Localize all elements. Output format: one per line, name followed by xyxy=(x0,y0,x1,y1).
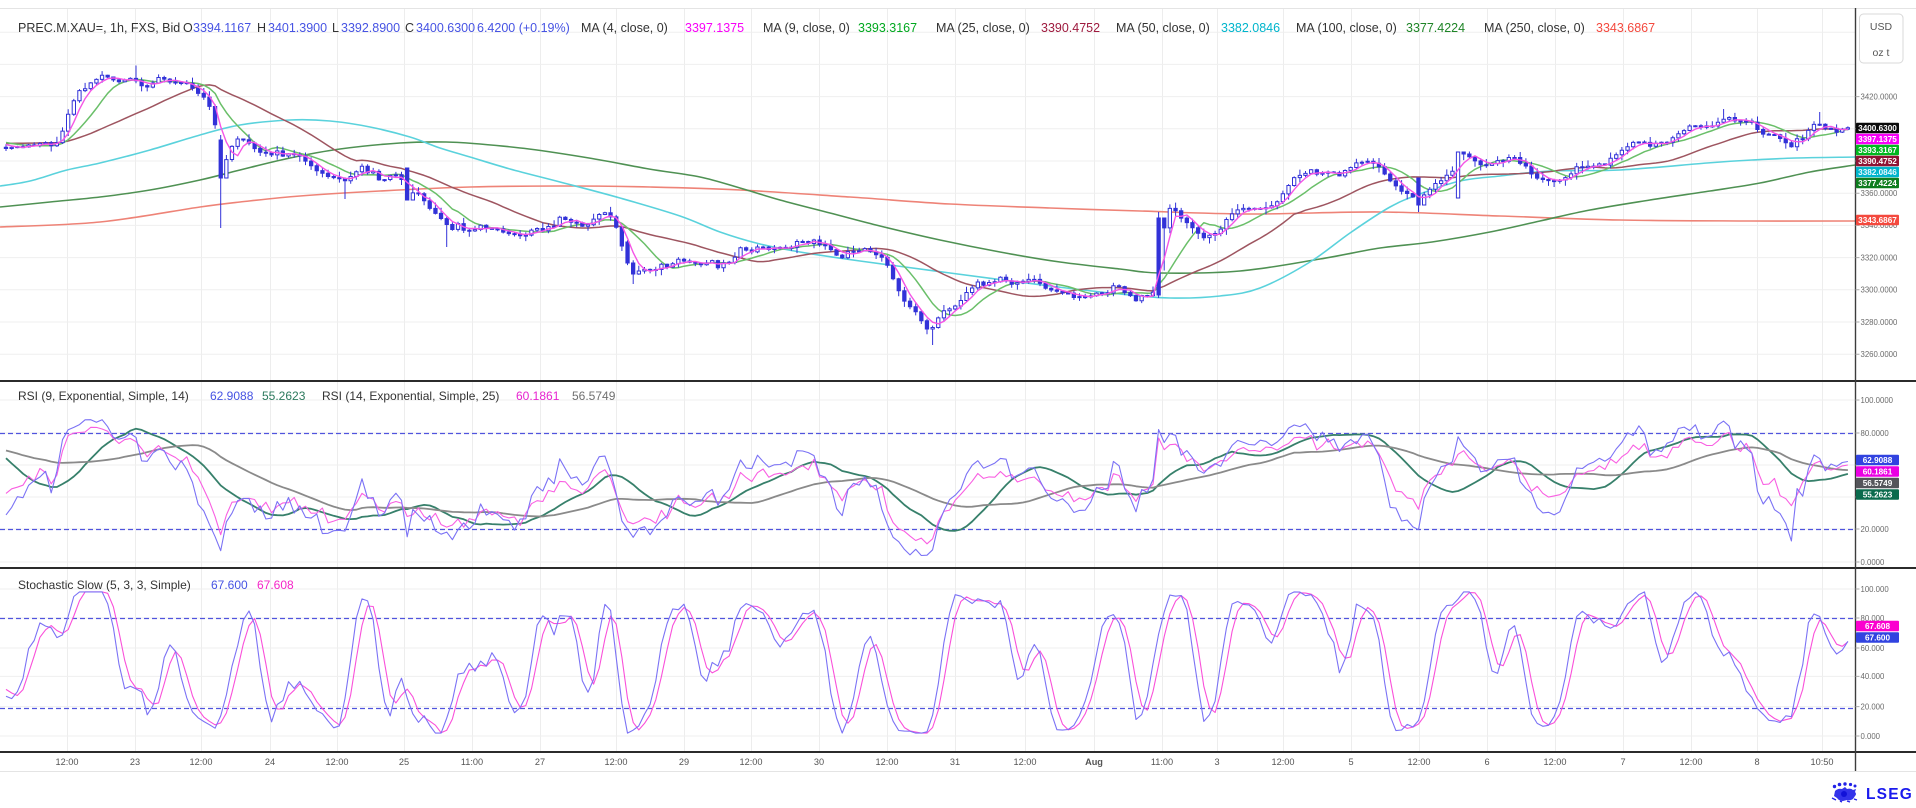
svg-text:3360.0000: 3360.0000 xyxy=(1861,189,1899,198)
svg-text:3: 3 xyxy=(1214,757,1219,767)
svg-text:100.0000: 100.0000 xyxy=(1861,396,1894,405)
svg-text:12:00: 12:00 xyxy=(326,757,349,767)
svg-text:67.600: 67.600 xyxy=(1865,634,1890,643)
svg-text:Aug: Aug xyxy=(1085,757,1103,767)
svg-text:12:00: 12:00 xyxy=(605,757,628,767)
svg-text:12:00: 12:00 xyxy=(1272,757,1295,767)
svg-text:MA (250, close, 0): MA (250, close, 0) xyxy=(1484,21,1585,35)
svg-text:31: 31 xyxy=(950,757,960,767)
svg-text:3260.0000: 3260.0000 xyxy=(1861,350,1899,359)
svg-text:3390.4752: 3390.4752 xyxy=(1041,21,1100,35)
svg-text:12:00: 12:00 xyxy=(1680,757,1703,767)
svg-text:40.000: 40.000 xyxy=(1861,672,1886,681)
svg-text:3300.0000: 3300.0000 xyxy=(1861,286,1899,295)
svg-text:12:00: 12:00 xyxy=(740,757,763,767)
svg-text:3397.1375: 3397.1375 xyxy=(685,21,744,35)
svg-text:H: H xyxy=(257,21,266,35)
svg-text:23: 23 xyxy=(130,757,140,767)
svg-text:3397.1375: 3397.1375 xyxy=(1858,135,1897,144)
svg-text:oz t: oz t xyxy=(1873,47,1890,59)
svg-text:62.9088: 62.9088 xyxy=(1863,456,1893,465)
svg-text:11:00: 11:00 xyxy=(1151,757,1173,767)
svg-text:3377.4224: 3377.4224 xyxy=(1406,21,1465,35)
svg-text:3400.6300: 3400.6300 xyxy=(1858,124,1897,133)
svg-text:56.5749: 56.5749 xyxy=(572,389,616,403)
svg-text:MA (4, close, 0): MA (4, close, 0) xyxy=(581,21,668,35)
svg-text:3280.0000: 3280.0000 xyxy=(1861,318,1899,327)
svg-text:12:00: 12:00 xyxy=(1408,757,1431,767)
svg-text:3382.0846: 3382.0846 xyxy=(1221,21,1280,35)
svg-text:24: 24 xyxy=(265,757,275,767)
svg-text:12:00: 12:00 xyxy=(190,757,213,767)
svg-text:3382.0846: 3382.0846 xyxy=(1858,168,1897,177)
svg-text:80.000: 80.000 xyxy=(1861,614,1886,623)
svg-text:Stochastic Slow (5, 3, 3, Simp: Stochastic Slow (5, 3, 3, Simple) xyxy=(18,578,191,592)
svg-text:12:00: 12:00 xyxy=(876,757,899,767)
svg-text:3340.0000: 3340.0000 xyxy=(1861,221,1899,230)
svg-text:7: 7 xyxy=(1620,757,1625,767)
svg-text:3343.6867: 3343.6867 xyxy=(1858,216,1897,225)
svg-text:25: 25 xyxy=(399,757,409,767)
svg-text:20.000: 20.000 xyxy=(1861,702,1886,711)
svg-text:80.0000: 80.0000 xyxy=(1861,429,1890,438)
svg-text:55.2623: 55.2623 xyxy=(262,389,306,403)
svg-text:56.5749: 56.5749 xyxy=(1863,479,1893,488)
svg-text:60.000: 60.000 xyxy=(1861,644,1886,653)
svg-text:3320.0000: 3320.0000 xyxy=(1861,253,1899,262)
svg-text:3394.1167: 3394.1167 xyxy=(193,21,251,35)
svg-text:L: L xyxy=(332,21,339,35)
svg-text:60.1861: 60.1861 xyxy=(1863,468,1893,477)
svg-text:RSI (14, Exponential, Simple,: RSI (14, Exponential, Simple, 25) xyxy=(322,389,499,403)
svg-text:60.1861: 60.1861 xyxy=(516,389,560,403)
svg-text:C: C xyxy=(405,21,414,35)
svg-text:100.000: 100.000 xyxy=(1861,585,1890,594)
svg-text:6.4200 (+0.19%): 6.4200 (+0.19%) xyxy=(477,21,570,35)
svg-text:67.608: 67.608 xyxy=(1865,622,1890,631)
svg-text:6: 6 xyxy=(1484,757,1489,767)
svg-text:MA (100, close, 0): MA (100, close, 0) xyxy=(1296,21,1397,35)
svg-text:8: 8 xyxy=(1754,757,1759,767)
svg-text:USD: USD xyxy=(1870,21,1893,33)
svg-text:12:00: 12:00 xyxy=(1544,757,1567,767)
svg-text:12:00: 12:00 xyxy=(1014,757,1037,767)
svg-text:LSEG: LSEG xyxy=(1866,786,1913,803)
svg-text:3420.0000: 3420.0000 xyxy=(1861,92,1899,101)
svg-text:27: 27 xyxy=(535,757,545,767)
svg-text:55.2623: 55.2623 xyxy=(1863,491,1893,500)
svg-text:0.0000: 0.0000 xyxy=(1861,558,1886,567)
svg-text:PREC.M.XAU=, 1h, FXS, Bid: PREC.M.XAU=, 1h, FXS, Bid xyxy=(18,21,180,35)
svg-text:30: 30 xyxy=(814,757,824,767)
svg-text:0.000: 0.000 xyxy=(1861,732,1881,741)
svg-text:MA (9, close, 0): MA (9, close, 0) xyxy=(763,21,850,35)
svg-text:20.0000: 20.0000 xyxy=(1861,525,1890,534)
svg-text:3400.6300: 3400.6300 xyxy=(416,21,475,35)
svg-text:3377.4224: 3377.4224 xyxy=(1858,179,1897,188)
svg-text:67.608: 67.608 xyxy=(257,578,294,592)
svg-text:3343.6867: 3343.6867 xyxy=(1596,21,1655,35)
svg-text:5: 5 xyxy=(1348,757,1353,767)
svg-text:12:00: 12:00 xyxy=(56,757,79,767)
svg-text:11:00: 11:00 xyxy=(461,757,483,767)
svg-text:3393.3167: 3393.3167 xyxy=(1858,146,1897,155)
svg-text:10:50: 10:50 xyxy=(1811,757,1834,767)
svg-text:29: 29 xyxy=(679,757,689,767)
svg-text:MA (25, close, 0): MA (25, close, 0) xyxy=(936,21,1030,35)
svg-text:O: O xyxy=(183,21,193,35)
svg-text:62.9088: 62.9088 xyxy=(210,389,254,403)
svg-text:3390.4752: 3390.4752 xyxy=(1858,157,1897,166)
svg-text:3401.3900: 3401.3900 xyxy=(268,21,327,35)
svg-text:3392.8900: 3392.8900 xyxy=(341,21,400,35)
svg-text:MA (50, close, 0): MA (50, close, 0) xyxy=(1116,21,1210,35)
svg-text:RSI (9, Exponential, Simple, 1: RSI (9, Exponential, Simple, 14) xyxy=(18,389,189,403)
svg-text:3393.3167: 3393.3167 xyxy=(858,21,917,35)
svg-text:67.600: 67.600 xyxy=(211,578,248,592)
